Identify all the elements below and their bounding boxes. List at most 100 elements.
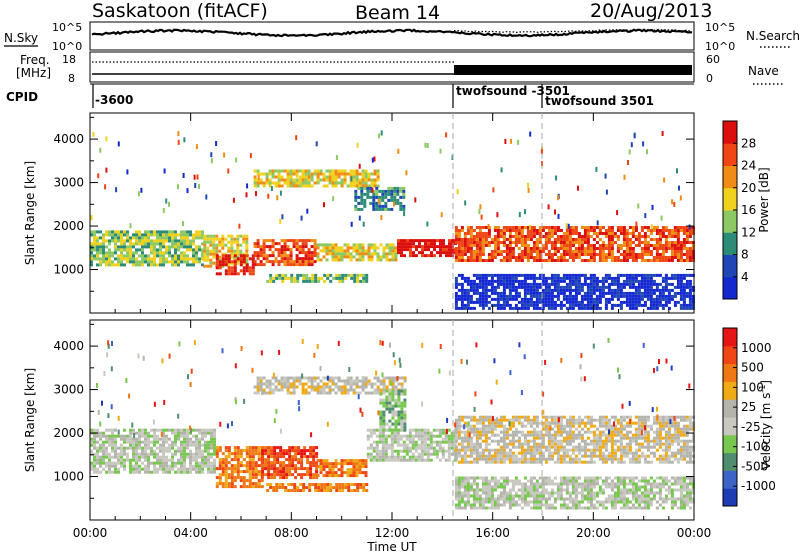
cell-power-r4	[346, 255, 350, 259]
cell-velocity-r7	[388, 425, 392, 429]
cell-velocity-r1	[242, 485, 246, 489]
cell-power-r6	[664, 235, 668, 238]
cell-velocity-r6	[441, 440, 445, 444]
cell-power-r6	[652, 238, 656, 241]
cell-power-r0	[162, 260, 165, 264]
cell-power-r10	[523, 276, 527, 280]
cell-velocity-r1	[224, 467, 228, 471]
cell-velocity-r2	[300, 473, 304, 477]
cell-power-r5	[418, 251, 421, 255]
cell-velocity-r7	[397, 398, 401, 402]
cell-velocity-r5	[253, 391, 257, 395]
cell-power-r3	[256, 242, 260, 246]
cell-power-r0	[198, 230, 201, 234]
cell-velocity-r7	[379, 398, 383, 402]
cell-velocity-r8	[466, 439, 470, 443]
cell-power-r1	[236, 255, 240, 259]
cell-velocity-r8	[466, 460, 470, 464]
cell-velocity-r4	[314, 486, 318, 489]
cell-power-r6	[589, 250, 593, 253]
cell-velocity-r8	[460, 448, 464, 452]
cell-power-scatter	[335, 155, 338, 160]
cell-velocity-r0	[153, 434, 156, 438]
cell-power-r10	[484, 273, 488, 277]
cell-velocity-r0	[141, 446, 144, 450]
cell-velocity-r8	[514, 415, 518, 419]
cell-power-r10	[550, 306, 554, 310]
cell-power-r10	[529, 291, 533, 295]
cell-power-r10	[619, 273, 623, 277]
cell-power-r10	[595, 276, 599, 280]
cell-power-r6	[565, 253, 569, 256]
cell-velocity-r0	[123, 449, 126, 453]
cell-power-r6	[682, 247, 686, 250]
cell-power-r6	[610, 259, 614, 262]
cell-power-r1	[203, 258, 207, 262]
cell-power-scatter	[644, 213, 647, 219]
cell-power-r10	[589, 303, 593, 307]
cell-power-r1	[203, 252, 207, 256]
cell-velocity-r0	[147, 470, 150, 474]
cell-power-r9	[360, 207, 364, 211]
cell-velocity-r0	[99, 443, 102, 447]
cell-power-r6	[679, 226, 683, 229]
cell-velocity-r3	[337, 462, 341, 466]
cell-power-r6	[592, 232, 596, 235]
cell-velocity-r8	[511, 433, 515, 437]
cell-power-r10	[532, 303, 536, 307]
cell-power-r0	[114, 236, 117, 240]
cell-power-r3	[277, 251, 281, 255]
cell-power-r8	[364, 172, 368, 176]
cell-power-r10	[634, 288, 638, 292]
cell-power-r1	[236, 234, 240, 238]
cell-power-r0	[177, 260, 180, 264]
cell-power-r10	[466, 300, 470, 304]
cell-power-r6	[655, 259, 659, 262]
cell-velocity-r3	[319, 471, 323, 475]
cell-power-r6	[499, 253, 503, 256]
cell-velocity-r7	[388, 410, 392, 414]
cell-velocity-r2	[297, 467, 301, 471]
cell-velocity-r6	[387, 443, 391, 447]
cell-power-scatter	[137, 191, 140, 197]
cell-velocity-r0	[210, 470, 213, 474]
cell-power-r10	[640, 282, 644, 286]
cell-power-r8	[376, 169, 380, 173]
cell-power-r10	[553, 294, 557, 298]
cell-velocity-r1	[257, 455, 261, 459]
cell-power-r10	[586, 294, 590, 298]
cell-power-r5	[445, 254, 448, 258]
cell-power-r10	[643, 276, 647, 280]
cell-power-r3	[262, 245, 266, 249]
cell-power-r0	[90, 260, 93, 264]
cell-power-r10	[571, 288, 575, 292]
cell-velocity-r5	[283, 379, 287, 383]
cell-velocity-r2	[264, 446, 268, 450]
cell-power-r10	[562, 291, 566, 295]
cell-power-r0	[99, 230, 102, 234]
cell-velocity-r7	[394, 422, 398, 426]
cell-power-r10	[460, 306, 464, 310]
cell-power-r3	[268, 248, 272, 252]
cell-velocity-r2	[309, 449, 313, 453]
cell-power-r3	[256, 239, 260, 243]
date-title: 20/Aug/2013	[590, 0, 712, 22]
cell-velocity-r5	[304, 391, 308, 395]
cell-velocity-r5	[268, 391, 272, 395]
cell-velocity-r0	[129, 461, 132, 465]
cell-velocity-r0	[108, 455, 111, 459]
cell-power-r0	[102, 242, 105, 246]
cell-power-r3	[259, 251, 263, 255]
cell-power-r10	[535, 294, 539, 298]
cell-power-scatter	[557, 213, 560, 219]
cell-velocity-r1	[251, 467, 255, 471]
cell-power-r6	[670, 256, 674, 259]
cell-velocity-r5	[289, 382, 293, 386]
cell-velocity-r6	[417, 458, 421, 462]
cell-velocity-r3	[352, 462, 356, 466]
cell-velocity-r0	[210, 461, 213, 465]
cell-power-r4	[376, 255, 380, 259]
cell-power-r1	[245, 240, 249, 244]
cell-power-r1	[212, 246, 216, 250]
